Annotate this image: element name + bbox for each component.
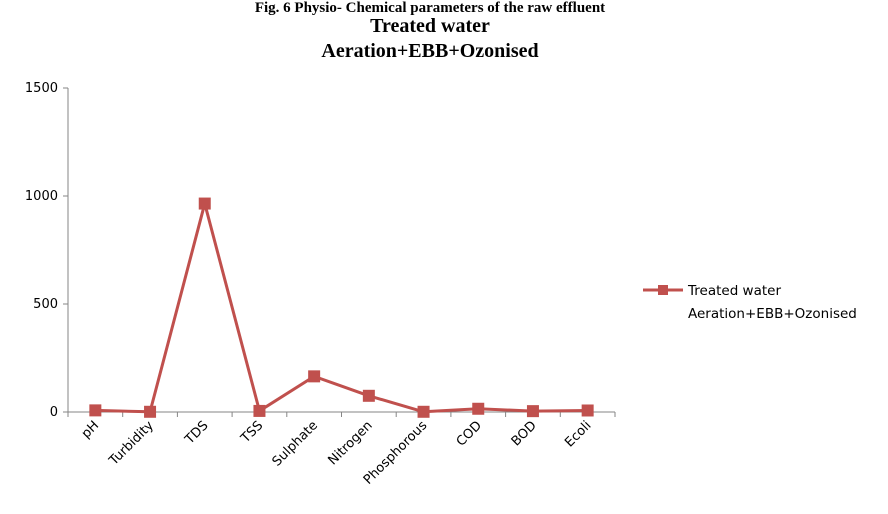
y-tick-label: 1500 [25, 81, 58, 96]
x-tick-label: pH [79, 418, 102, 441]
data-point-marker [581, 404, 594, 417]
x-tick-label: BOD [509, 418, 540, 449]
x-tick-label: Nitrogen [326, 418, 376, 468]
data-point-marker [89, 404, 102, 417]
data-point-marker [198, 197, 211, 210]
legend-label-line-2: Aeration+EBB+Ozonised [688, 306, 857, 322]
figure-caption: Fig. 6 Physio- Chemical parameters of th… [255, 0, 605, 16]
data-point-marker [308, 370, 321, 383]
x-tick-label: Sulphate [270, 418, 321, 469]
legend-marker [658, 285, 668, 295]
x-tick-label: COD [454, 418, 485, 449]
legend: Treated water Aeration+EBB+Ozonised [643, 283, 857, 322]
x-tick-label: Ecoli [562, 418, 594, 450]
data-point-marker [253, 404, 266, 417]
data-point-marker [417, 405, 430, 418]
x-tick-label: TDS [182, 418, 212, 448]
x-tick-label: Turbidity [106, 418, 157, 469]
x-tick-label: TSS [238, 418, 267, 447]
data-point-marker [362, 389, 375, 402]
data-point-marker [526, 405, 539, 418]
data-point-marker [472, 402, 485, 415]
series-line [95, 202, 588, 414]
chart-title-line-1: Treated water [370, 15, 490, 37]
legend-label-line-1: Treated water [687, 283, 781, 299]
chart-title-line-2: Aeration+EBB+Ozonised [321, 40, 538, 62]
y-tick-label: 1000 [25, 189, 58, 204]
data-point-marker [144, 405, 157, 418]
y-tick-label: 0 [50, 405, 58, 420]
y-tick-label: 500 [33, 297, 58, 312]
